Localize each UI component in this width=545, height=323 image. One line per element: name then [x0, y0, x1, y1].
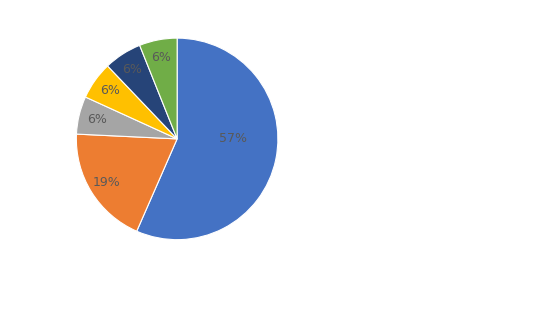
Wedge shape — [76, 134, 177, 231]
Text: 57%: 57% — [219, 132, 246, 145]
Wedge shape — [107, 45, 177, 139]
Wedge shape — [76, 97, 177, 139]
Text: 19%: 19% — [93, 176, 121, 189]
Wedge shape — [140, 38, 177, 139]
Text: 6%: 6% — [100, 84, 120, 98]
Wedge shape — [137, 38, 278, 240]
Wedge shape — [86, 66, 177, 139]
Text: 6%: 6% — [123, 63, 142, 76]
Text: 6%: 6% — [152, 51, 172, 64]
Text: 6%: 6% — [87, 113, 107, 126]
